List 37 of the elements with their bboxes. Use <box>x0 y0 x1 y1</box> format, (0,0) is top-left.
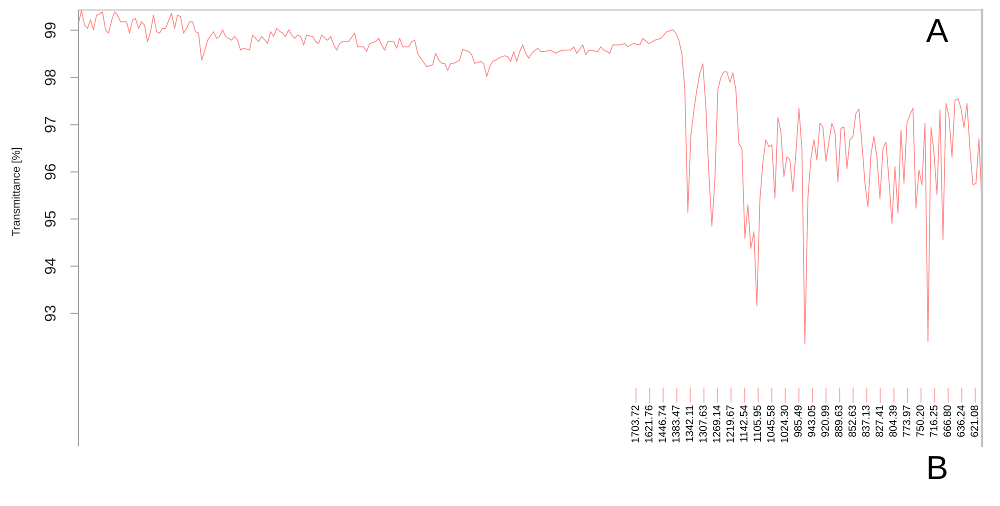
annotation: 1307.63 <box>699 405 707 442</box>
y-tick-label: 96 <box>44 164 56 180</box>
annotation: 1024.30 <box>780 405 788 442</box>
annotation: 1045.58 <box>767 405 775 442</box>
annotation: 716.25 <box>930 405 938 437</box>
annotation: 827.41 <box>876 406 884 437</box>
annotation: A <box>926 19 948 42</box>
annotation: 1142.54 <box>740 405 748 442</box>
annotation: 943.05 <box>808 405 816 437</box>
annotation: 666.80 <box>944 405 951 437</box>
y-tick-label: 99 <box>44 22 56 38</box>
y-tick-label: 95 <box>44 211 56 227</box>
annotation: 750.20 <box>916 405 924 437</box>
y-tick-label: 98 <box>44 70 56 86</box>
text: B <box>928 456 947 480</box>
annotation: 837.13 <box>862 405 870 437</box>
annotation: 889.63 <box>834 405 842 437</box>
annotation: 621.08 <box>970 405 978 437</box>
annotation: 804.39 <box>889 405 897 437</box>
annotation: 636.24 <box>957 405 965 437</box>
annotation: 920.99 <box>821 405 829 437</box>
annotation: 1105.95 <box>754 405 762 442</box>
line-series <box>78 10 982 344</box>
annotation: 1703.72 <box>631 406 639 442</box>
annotation: 1621.76 <box>644 405 652 442</box>
y-tick-label: 94 <box>44 258 56 274</box>
annotation: 1269.14 <box>712 405 720 442</box>
annotation: 1383.47 <box>672 406 680 442</box>
y-tick-label: 93 <box>44 306 56 322</box>
annotation: 985.49 <box>794 405 802 437</box>
annotation: 852.63 <box>848 405 856 437</box>
annotation: 773.97 <box>902 406 910 437</box>
y-axis-title: Transmittance [%] <box>12 148 22 236</box>
annotation: 1342.11 <box>686 406 694 442</box>
y-tick-label: 97 <box>44 116 56 132</box>
annotation: 1446.74 <box>658 405 666 442</box>
annotation: 1219.67 <box>726 406 734 442</box>
